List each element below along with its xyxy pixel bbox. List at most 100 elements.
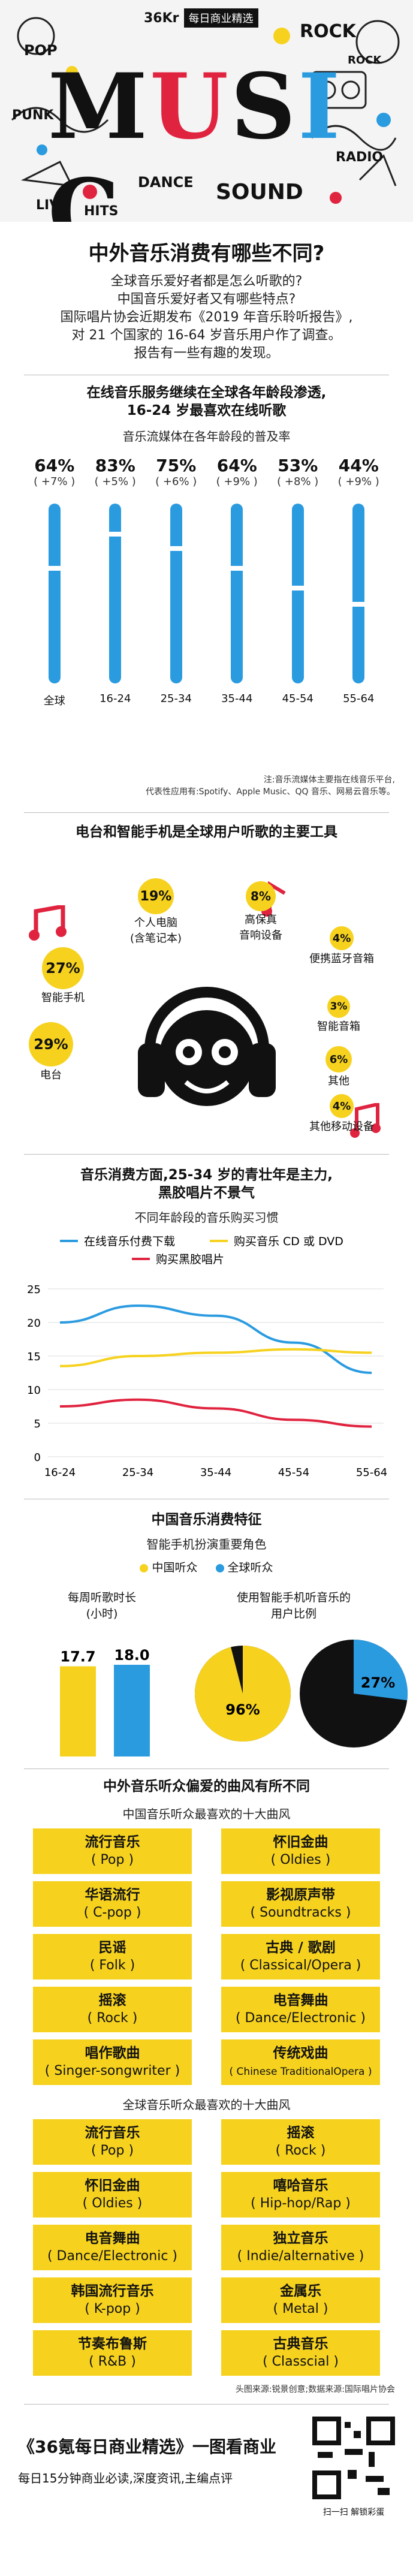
genre-name: 摇滚: [287, 2125, 315, 2141]
x-tick-label: 45-54: [278, 1466, 309, 1479]
footer-text: 《36氪每日商业精选》一图看商业 每日15分钟商业必读,深度资讯,主编点评: [18, 2434, 300, 2486]
smartphone-share-pies: 96% 27%: [195, 1640, 408, 1748]
slider-value-label: 53%: [278, 456, 318, 475]
purchase-habits-line-chart: 在线音乐付费下载 购买音乐 CD 或 DVD 购买黑胶唱片 0 5 10 15 20 25 16-…: [27, 1235, 387, 1479]
doodle-word-5: LIVE: [36, 198, 69, 213]
footer-title: 《36氪每日商业精选》一图看商业: [18, 2437, 276, 2457]
genre-name: 影视原声带: [266, 1887, 335, 1903]
slider-change-label: ( +6% ): [155, 475, 197, 488]
slider-level-mark: [220, 566, 254, 571]
stat-dot: 4%: [330, 1094, 354, 1118]
slider-value-label: 75%: [156, 456, 197, 475]
section4-heading: 中国音乐消费特征: [151, 1512, 262, 1527]
slider-level-mark: [37, 566, 71, 571]
genre-cell: 唱作歌曲 ( Singer-songwriter ): [33, 2039, 192, 2085]
genre-english: ( Classcial ): [263, 2354, 339, 2369]
section1-subheading: 音乐流媒体在各年龄段的普及率: [122, 429, 291, 444]
slider-column: 64%( +9% ) 35-44: [213, 456, 261, 755]
slider-track: [48, 504, 61, 683]
slider-track: [231, 504, 243, 683]
genre-cell: 影视原声带 ( Soundtracks ): [221, 1881, 380, 1927]
weekly-bar: [60, 1666, 96, 1756]
section1-heading-line: 16-24 岁最喜欢在线听歌: [126, 403, 287, 418]
slider-value-label: 64%: [34, 456, 75, 475]
series-line: [59, 1398, 372, 1428]
slider-column: 64%( +7% ) 全球: [31, 456, 79, 755]
slider-change-label: ( +5% ): [94, 475, 136, 488]
x-tick-label: 35-44: [200, 1466, 231, 1479]
doodle-word-3: DANCE: [138, 174, 194, 191]
stat-label: 智能音箱: [317, 1020, 360, 1033]
qr-code-icon[interactable]: [312, 2416, 396, 2500]
section2-heading: 电台和智能手机是全球用户听歌的主要工具: [76, 824, 337, 840]
device-stat-radio: 29% 电台: [24, 1022, 78, 1082]
stat-dot: 3%: [327, 995, 350, 1018]
doodle-word-6: HITS: [84, 204, 119, 219]
genre-cell: 古典音乐 ( Classcial ): [221, 2330, 380, 2376]
device-stat-pc: 19% 个人电脑 (含笔记本): [120, 878, 192, 945]
legend-yellow-swatch: [140, 1563, 149, 1572]
slider-track: [291, 504, 304, 683]
stat-label: 智能手机: [41, 992, 85, 1004]
genre-name: 传统戏曲: [273, 2045, 328, 2061]
genre-name: 古典音乐: [273, 2336, 328, 2352]
device-stat-other-mobile: 4% 其他移动设备: [300, 1094, 384, 1134]
section3-heading-line: 音乐消费方面,25-34 岁的青壮年是主力,: [80, 1167, 333, 1183]
genre-name: 怀旧金曲: [273, 1834, 328, 1850]
genre-name: 唱作歌曲: [85, 2045, 140, 2061]
genre-cell: 华语流行 ( C-pop ): [33, 1881, 192, 1927]
section3-heading-line: 黑胶唱片不景气: [158, 1185, 255, 1201]
slider-category-label: 16-24: [100, 692, 131, 705]
slider-level-mark: [159, 546, 193, 551]
genre-name: 独立音乐: [273, 2231, 328, 2246]
divider: [24, 2404, 389, 2405]
section3-heading: 音乐消费方面,25-34 岁的青壮年是主力, 黑胶唱片不景气: [0, 1166, 413, 1202]
genre-name: 怀旧金曲: [85, 2178, 140, 2194]
stat-dot: 6%: [325, 1046, 352, 1072]
genre-cell: 流行音乐 ( Pop ): [33, 2119, 192, 2165]
brand-tag: 每日商业精选: [183, 8, 258, 28]
stat-dot: 8%: [246, 881, 276, 911]
genre-cell: 韩国流行音乐 ( K-pop ): [33, 2277, 192, 2323]
legend-global: 全球听众: [215, 1559, 273, 1575]
genre-english: ( Pop ): [91, 2143, 134, 2158]
genre-name: 华语流行: [85, 1887, 140, 1903]
intro-line: 中国音乐爱好者又有哪些特点?: [117, 292, 296, 307]
section3-subheading: 不同年龄段的音乐购买习惯: [134, 1210, 279, 1225]
genre-name: 韩国流行音乐: [71, 2283, 154, 2299]
label-line: 用户比例: [270, 1607, 316, 1620]
footer-subtitle: 每日15分钟商业必读,深度资讯,主编点评: [18, 2471, 233, 2485]
genre-english: ( Classical/Opera ): [240, 1958, 361, 1973]
genre-english: ( Indie/alternative ): [237, 2249, 364, 2264]
y-tick-label: 15: [27, 1351, 41, 1363]
genre-english: ( Dance/Electronic ): [235, 2011, 366, 2026]
headphone-face-illustration: [138, 987, 276, 1106]
stat-label: 高保真 音响设备: [239, 914, 282, 942]
genre-english: ( R&B ): [89, 2354, 136, 2369]
genre-name: 电音舞曲: [85, 2231, 140, 2246]
weekly-value-label: 18.0: [114, 1647, 149, 1664]
genre-cell: 怀旧金曲 ( Oldies ): [33, 2172, 192, 2218]
pie-value-label: 96%: [225, 1701, 260, 1718]
device-stat-smart-speaker: 3% 智能音箱: [306, 995, 372, 1034]
doodle-word-1: POP: [24, 42, 58, 59]
pie-value-label: 27%: [361, 1674, 395, 1691]
slider-category-label: 45-54: [282, 692, 313, 705]
stat-label: 便携蓝牙音箱: [309, 953, 374, 965]
divider: [24, 1154, 389, 1155]
genre-english: ( Pop ): [91, 1852, 134, 1867]
x-tick-label: 25-34: [122, 1466, 153, 1479]
y-tick-label: 5: [34, 1418, 41, 1430]
x-tick-label: 16-24: [44, 1466, 76, 1479]
slider-track: [170, 504, 182, 683]
genre-english: ( Oldies ): [82, 2196, 143, 2211]
weekly-hours-label: 每周听歌时长 (小时): [42, 1589, 162, 1621]
china-genres-title: 中国音乐听众最喜欢的十大曲风: [122, 1807, 291, 1821]
genre-cell: 嘻哈音乐 ( Hip-hop/Rap ): [221, 2172, 380, 2218]
stat-label: 电台: [40, 1069, 62, 1081]
doodle-word-8: RADIO: [336, 150, 384, 165]
slider-value-label: 64%: [216, 456, 257, 475]
genre-cell: 民谣 ( Folk ): [33, 1934, 192, 1980]
doodle-word-9: ROCK: [348, 54, 382, 67]
